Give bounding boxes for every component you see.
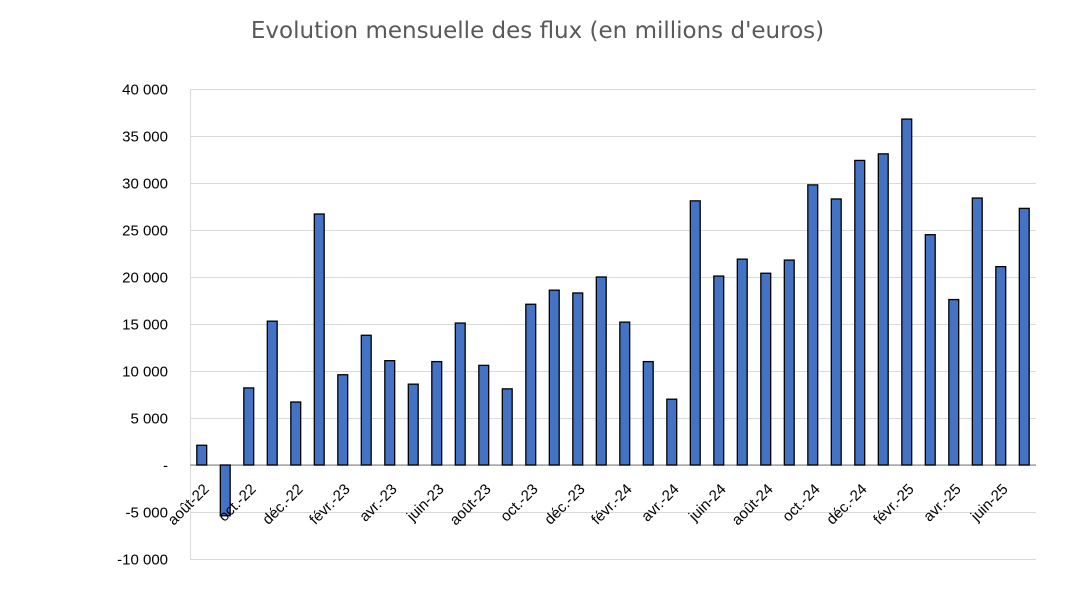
bar — [830, 198, 842, 466]
bar — [290, 401, 302, 466]
bar — [548, 289, 560, 466]
x-tick-label: juin-25 — [967, 481, 1012, 526]
bar — [478, 364, 490, 466]
y-tick-label: 35 000 — [122, 129, 168, 146]
bar — [736, 258, 748, 466]
y-tick-label: -5 000 — [125, 505, 168, 522]
bar — [384, 360, 396, 466]
y-tick-label: - — [163, 458, 168, 475]
bar — [924, 234, 936, 466]
x-tick-labels: août-22 oct.-22 déc.-22 févr.-23 avr.-23 juin… — [165, 481, 1012, 529]
bar — [666, 398, 678, 466]
bar — [971, 197, 983, 466]
x-tick-label: avr.-23 — [356, 481, 400, 525]
bar — [431, 360, 443, 466]
x-tick-label: juin-24 — [685, 481, 730, 526]
y-tick-label: 10 000 — [122, 364, 168, 381]
axes — [190, 89, 1036, 559]
bar — [243, 387, 255, 466]
bar — [266, 320, 278, 466]
x-tick-label: août-24 — [729, 481, 777, 529]
x-tick-label: oct.-23 — [497, 481, 541, 525]
x-tick-label: juin-23 — [403, 481, 448, 526]
bar — [407, 383, 419, 466]
bar — [619, 321, 631, 466]
bar — [995, 266, 1007, 466]
bar — [783, 259, 795, 466]
x-tick-label: oct.-24 — [779, 481, 823, 525]
y-tick-label: 20 000 — [122, 270, 168, 287]
x-tick-label: déc.-24 — [823, 481, 870, 528]
x-tick-label: févr.-23 — [306, 481, 353, 528]
x-tick-label: févr.-25 — [870, 481, 917, 528]
bar — [219, 464, 231, 517]
x-tick-label: avr.-24 — [638, 481, 682, 525]
bar — [1018, 207, 1030, 466]
bar — [689, 200, 701, 466]
y-tick-label: 30 000 — [122, 176, 168, 193]
bar — [901, 118, 913, 466]
x-tick-label: déc.-23 — [541, 481, 588, 528]
bar — [501, 388, 513, 466]
bars — [196, 118, 1030, 517]
bar — [525, 303, 537, 466]
y-tick-label: 40 000 — [122, 82, 168, 99]
y-tick-labels: 40 000 35 000 30 000 25 000 20 000 15 000 10 0… — [117, 82, 168, 569]
x-tick-label: févr.-24 — [588, 481, 635, 528]
bar — [760, 272, 772, 466]
bar — [572, 292, 584, 466]
y-tick-label: 15 000 — [122, 317, 168, 334]
bar — [948, 298, 960, 466]
bar — [642, 360, 654, 466]
x-tick-label: août-22 — [165, 481, 213, 529]
bar — [595, 276, 607, 466]
bar — [713, 275, 725, 466]
x-tick-label: août-23 — [447, 481, 495, 529]
x-tick-label: avr.-25 — [920, 481, 964, 525]
y-tick-label: -10 000 — [117, 552, 168, 569]
bar — [454, 322, 466, 466]
y-tick-label: 25 000 — [122, 223, 168, 240]
bar — [337, 374, 349, 466]
bar — [360, 334, 372, 466]
chart-title: Evolution mensuelle des flux (en million… — [250, 18, 825, 44]
bar — [313, 213, 325, 466]
x-tick-label: déc.-22 — [259, 481, 306, 528]
bar — [877, 153, 889, 466]
bar — [854, 159, 866, 466]
y-tick-label: 5 000 — [130, 411, 168, 428]
bar — [196, 444, 208, 466]
bar — [807, 184, 819, 466]
